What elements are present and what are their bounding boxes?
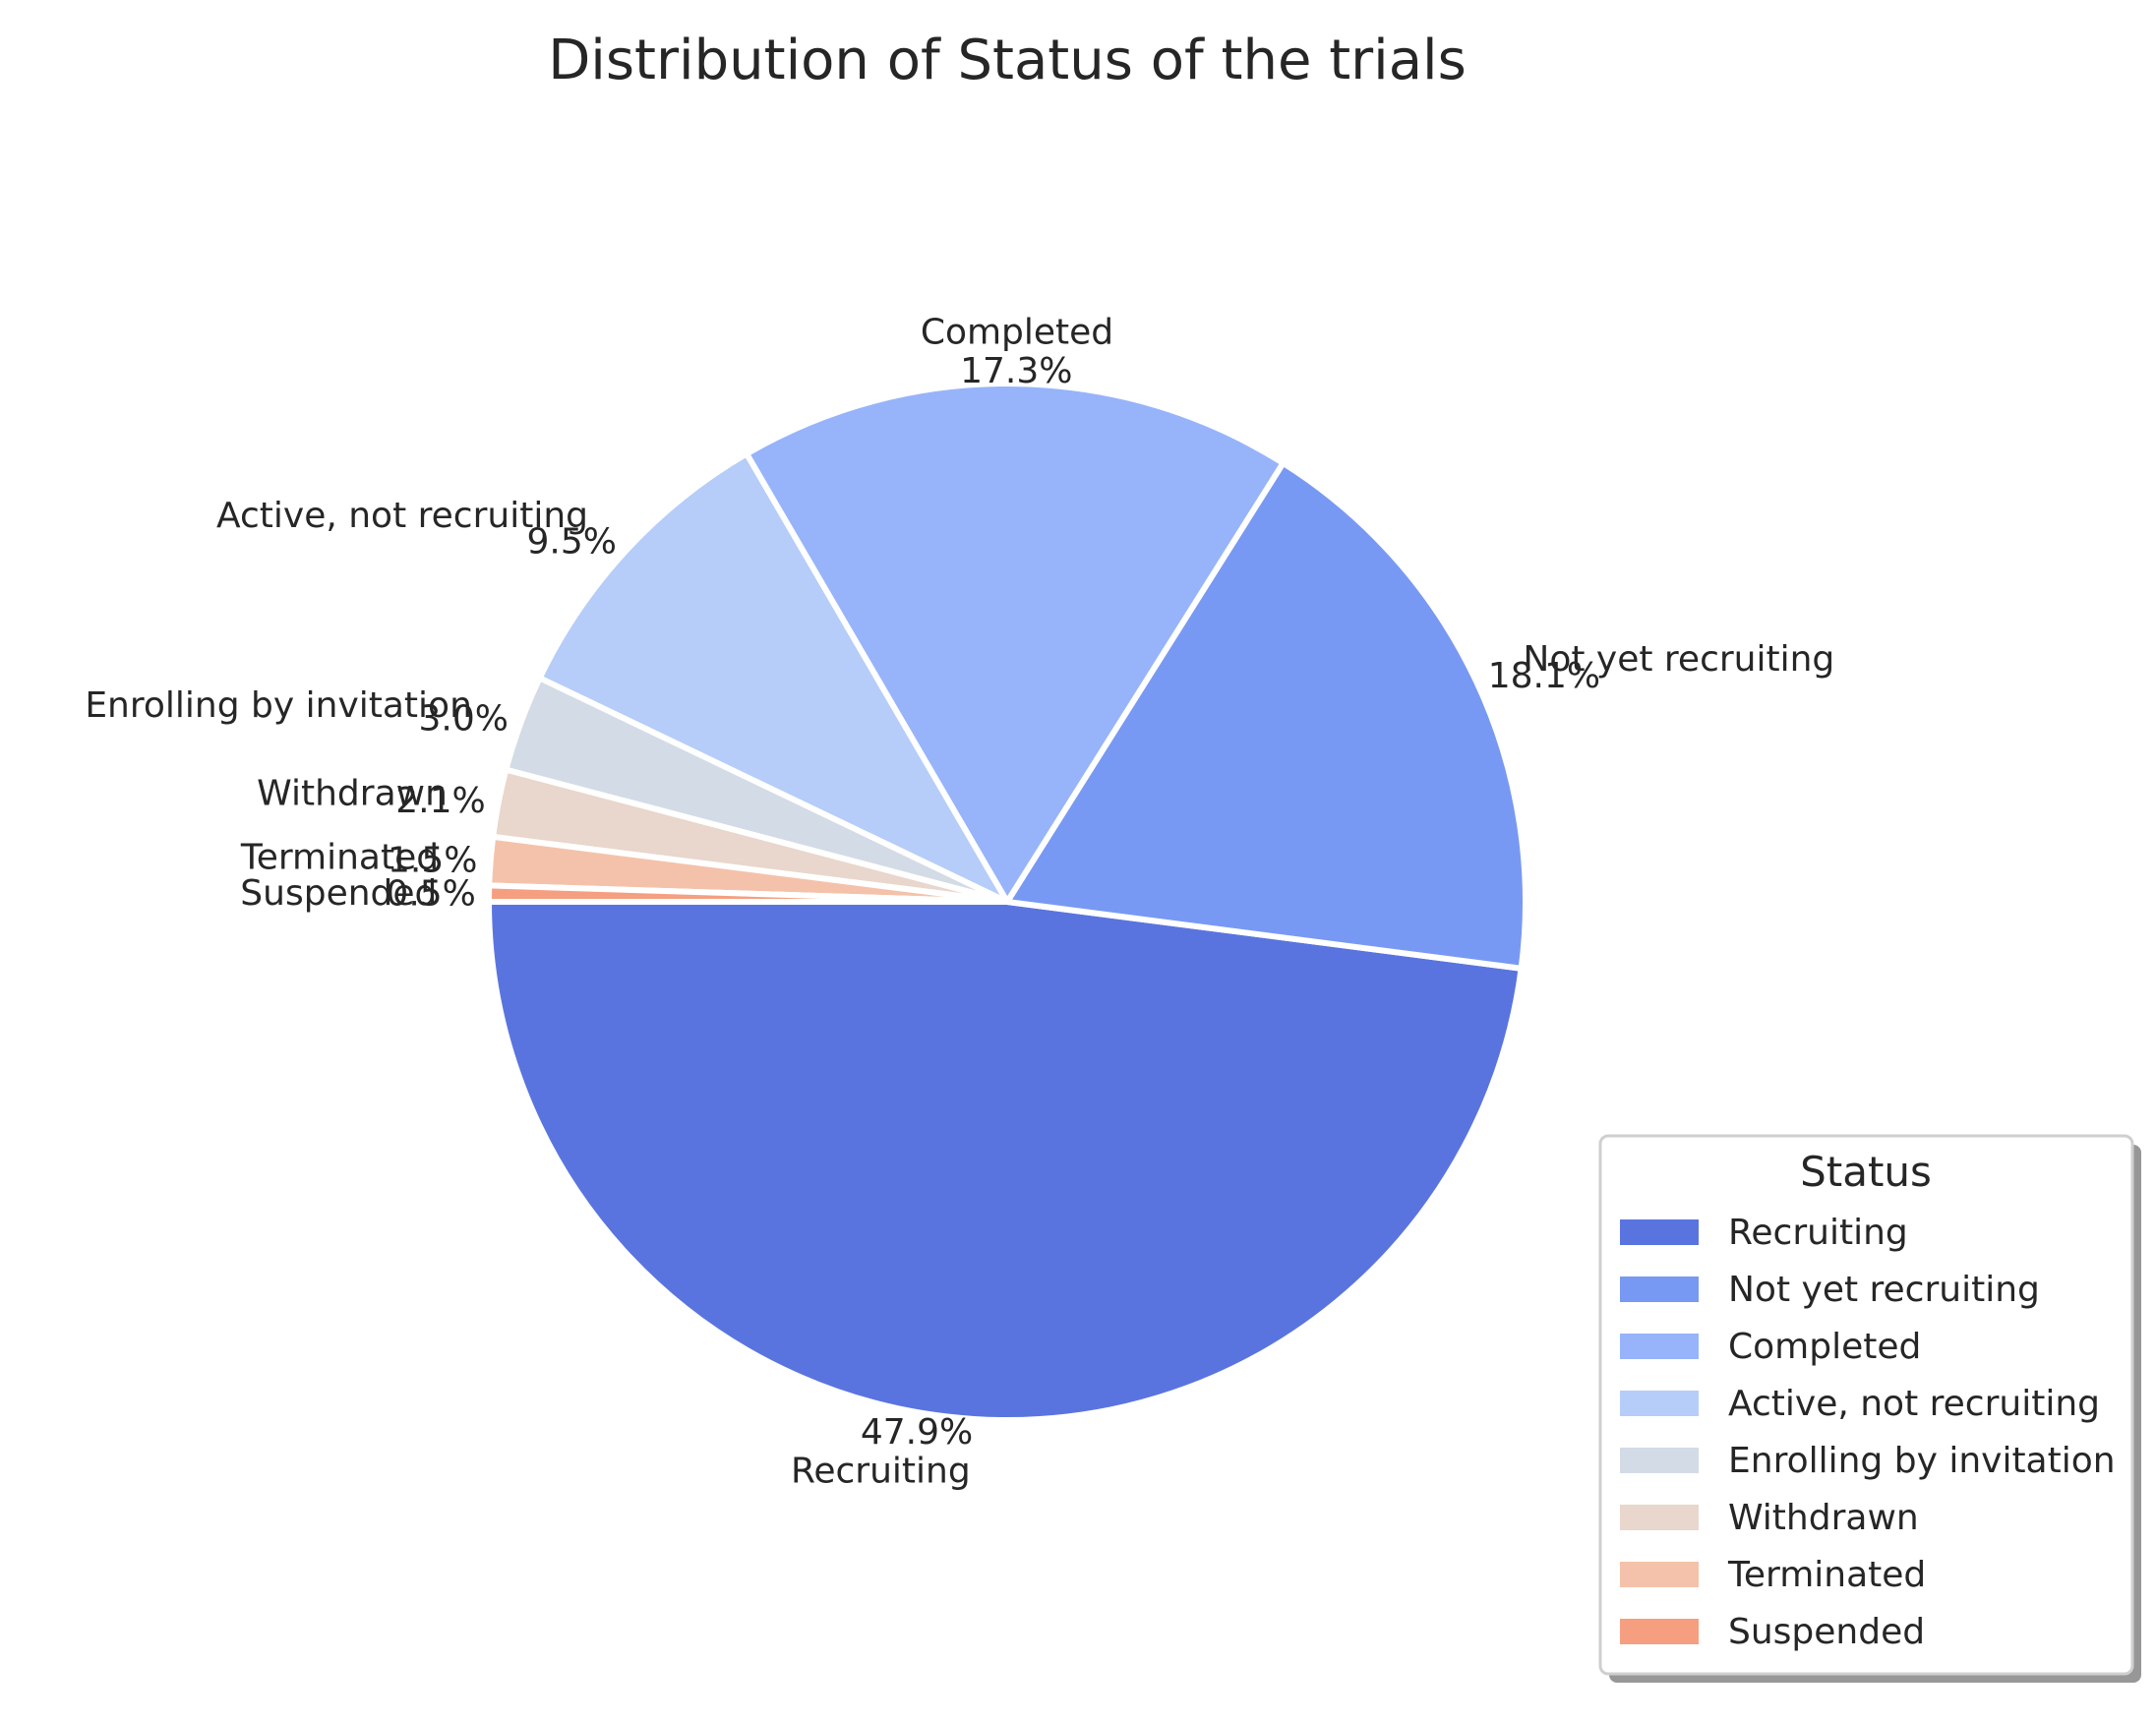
legend-swatch-active-not-recruiting	[1620, 1391, 1699, 1416]
legend-label-recruiting: Recruiting	[1728, 1213, 1908, 1253]
legend-box	[1598, 1134, 2134, 1676]
legend-swatch-completed	[1620, 1334, 1699, 1359]
legend-label-withdrawn: Withdrawn	[1728, 1498, 1919, 1538]
pie-slice-active-not-recruiting	[536, 450, 1010, 905]
slice-label-suspended: Suspended	[240, 873, 437, 914]
legend-swatch-enrolling-by-invitation	[1620, 1448, 1699, 1473]
pie-slice-not-yet-recruiting	[1004, 459, 1528, 972]
legend-swatch-withdrawn	[1620, 1505, 1699, 1530]
legend-label-suspended: Suspended	[1728, 1612, 1925, 1652]
pie-slice-completed	[744, 381, 1287, 905]
legend-swatch-suspended	[1620, 1619, 1699, 1644]
legend: Status Recruiting Not yet recruiting Compl…	[1598, 1134, 2141, 1683]
legend-swatch-recruiting	[1620, 1219, 1699, 1245]
legend-items: Recruiting Not yet recruiting Completed Act…	[1620, 1213, 2116, 1652]
slice-percent-withdrawn: 2.1%	[395, 781, 485, 821]
legend-label-active-not-recruiting: Active, not recruiting	[1728, 1384, 2100, 1424]
slice-label-active-not-recruiting: Active, not recruiting	[216, 496, 588, 536]
slice-label-enrolling-by-invitation: Enrolling by invitation	[85, 685, 472, 726]
slice-percent-terminated: 1.5%	[388, 841, 477, 881]
chart-title: Distribution of Status of the trials	[548, 29, 1467, 92]
slice-label-recruiting: Recruiting	[791, 1452, 971, 1492]
legend-label-not-yet-recruiting: Not yet recruiting	[1728, 1270, 2040, 1310]
legend-swatch-not-yet-recruiting	[1620, 1277, 1699, 1302]
slice-label-not-yet-recruiting: Not yet recruiting	[1523, 639, 1834, 680]
legend-title: Status	[1800, 1148, 1932, 1196]
pie-slices	[485, 381, 1528, 1424]
legend-label-completed: Completed	[1728, 1327, 1921, 1367]
slice-percent-enrolling-by-invitation: 3.0%	[419, 699, 509, 740]
slice-percent-suspended: 0.5%	[386, 874, 475, 915]
slice-percent-active-not-recruiting: 9.5%	[527, 522, 617, 563]
pie-slice-suspended	[485, 882, 1010, 905]
slice-percent-recruiting: 47.9%	[861, 1412, 973, 1453]
slice-percent-completed: 17.3%	[960, 351, 1072, 391]
slice-label-withdrawn: Withdrawn	[257, 774, 448, 814]
pie-slice-recruiting	[486, 899, 1525, 1424]
slice-label-completed: Completed	[921, 312, 1113, 352]
slice-label-terminated: Terminated	[240, 838, 439, 878]
slice-percent-not-yet-recruiting: 18.1%	[1488, 656, 1600, 696]
legend-label-enrolling-by-invitation: Enrolling by invitation	[1728, 1441, 2116, 1481]
legend-label-terminated: Terminated	[1727, 1555, 1926, 1595]
legend-swatch-terminated	[1620, 1562, 1699, 1587]
